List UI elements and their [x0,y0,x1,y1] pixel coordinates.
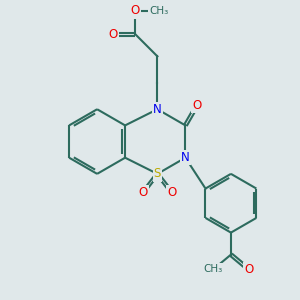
Text: N: N [181,151,190,164]
Text: O: O [138,187,147,200]
Text: O: O [109,28,118,41]
Text: S: S [154,167,161,180]
Text: CH₃: CH₃ [149,6,169,16]
Text: O: O [244,263,253,276]
Text: CH₃: CH₃ [204,264,223,274]
Text: O: O [131,4,140,17]
Text: O: O [167,187,177,200]
Text: O: O [193,98,202,112]
Text: N: N [153,103,162,116]
